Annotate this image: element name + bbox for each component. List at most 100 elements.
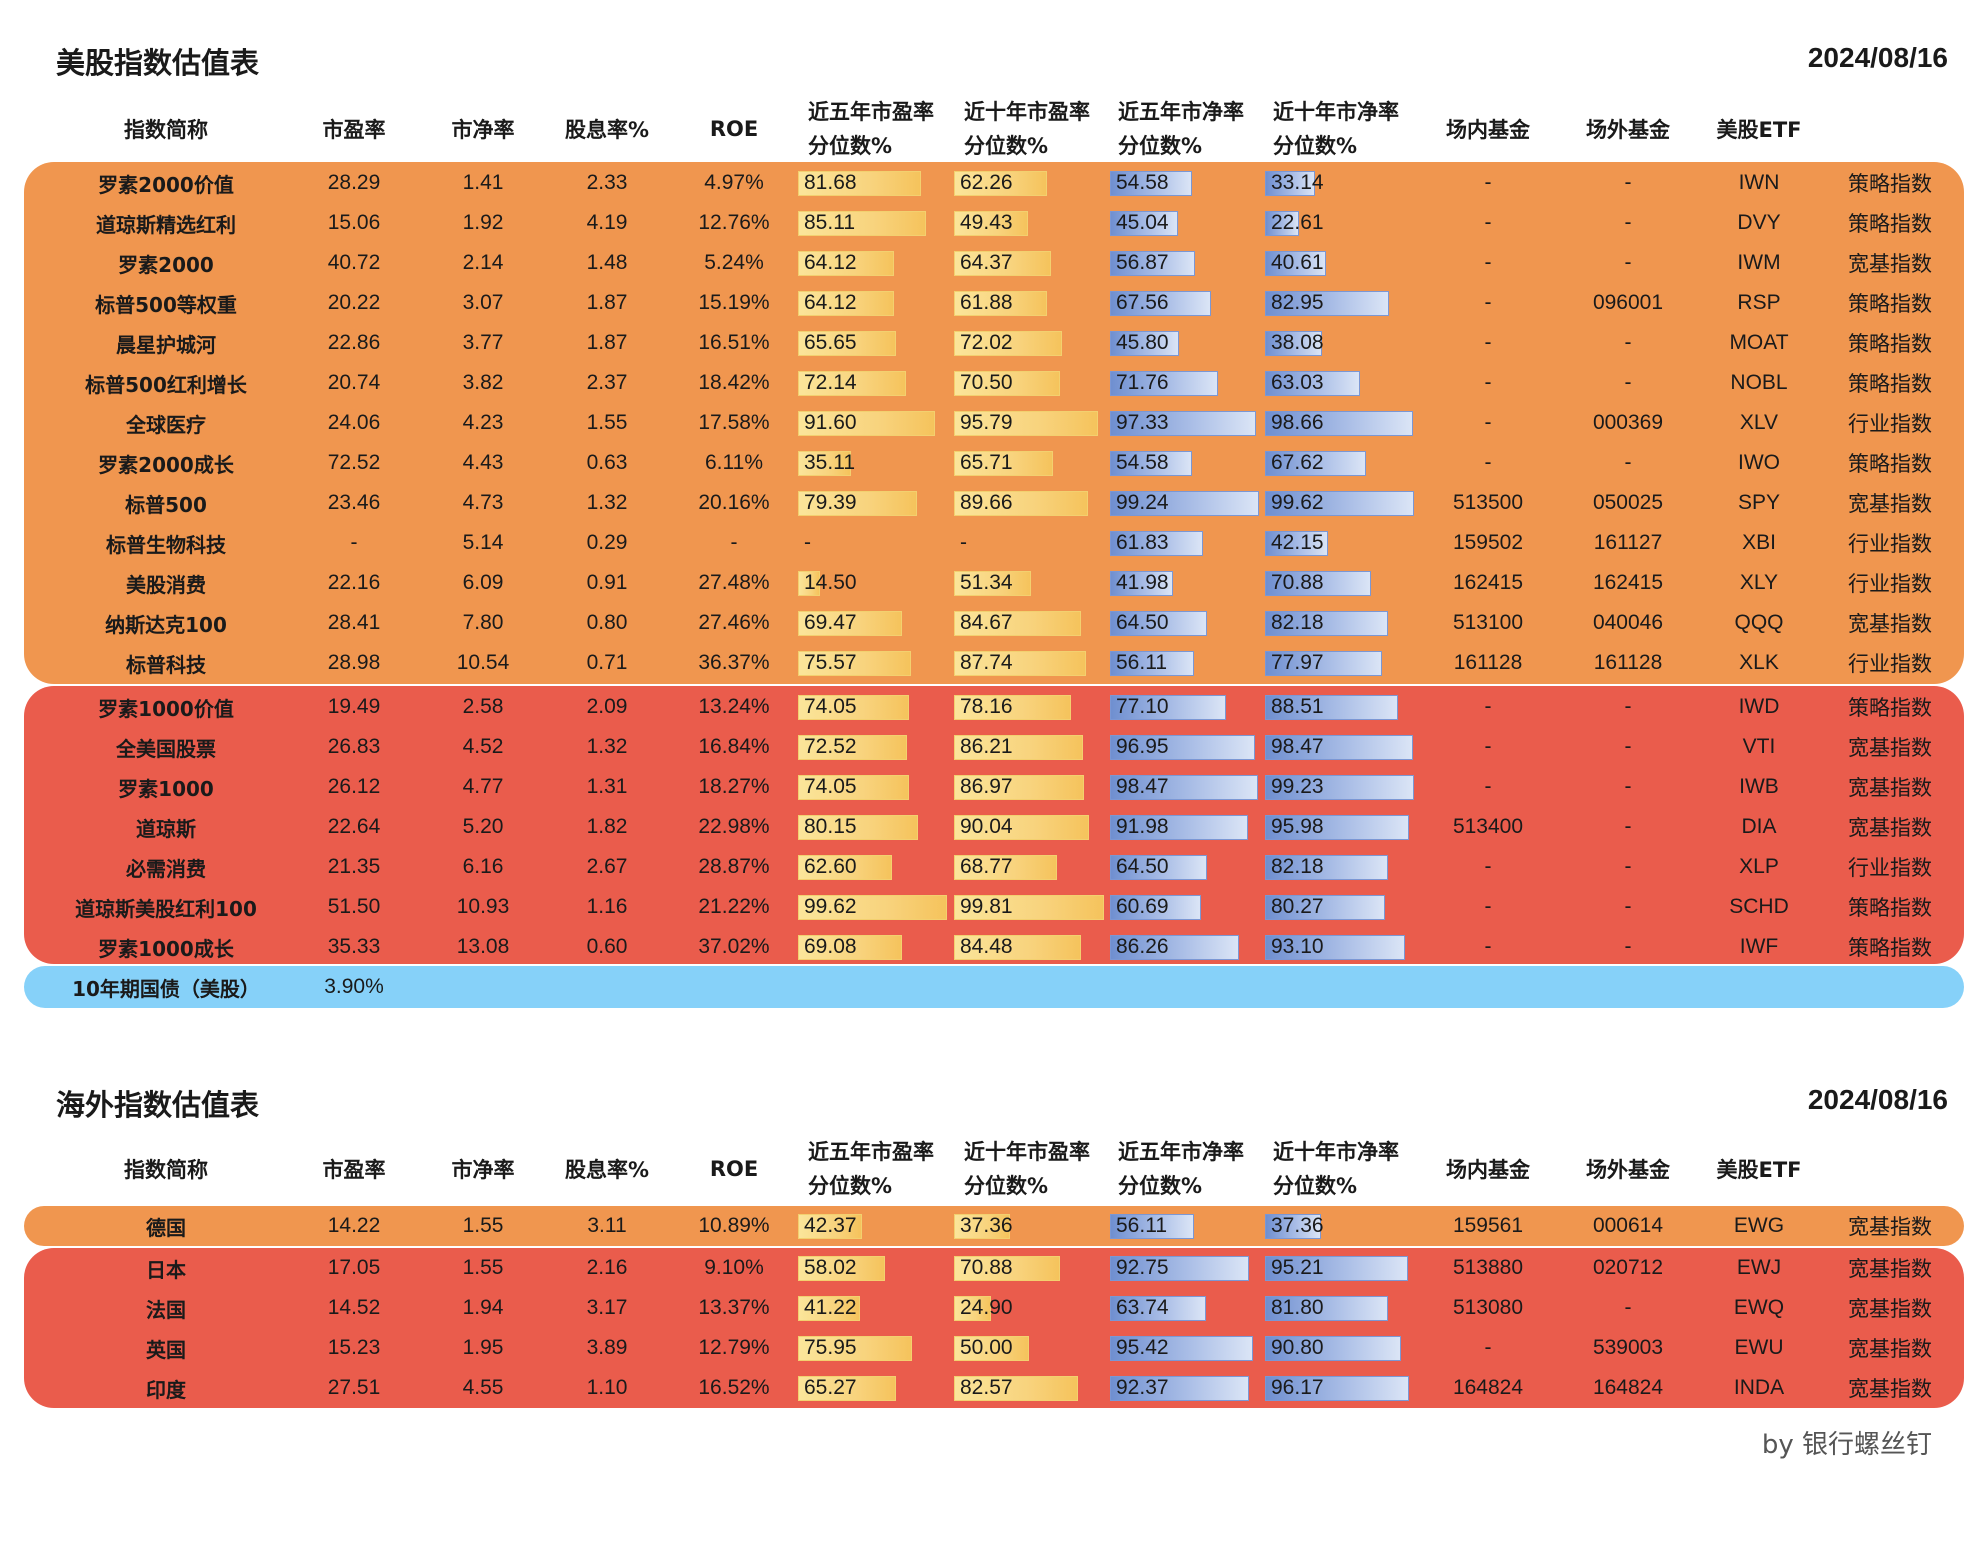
percentile-cell-pb10: 42.15 xyxy=(1265,523,1425,563)
percentile-cell-pb5: 64.50 xyxy=(1110,847,1270,887)
us-header-pb5: 近五年市净率 分位数% xyxy=(1118,94,1268,164)
cell-pb: 1.95 xyxy=(462,1336,504,1359)
percentile-cell-pe5: 79.39 xyxy=(798,483,958,523)
cell-cat: 宽基指数 xyxy=(1848,1338,1932,1361)
overseas-header-pb: 市净率 xyxy=(451,1158,515,1182)
us-bond-row[interactable]: 10年期国债（美股） 3.90% xyxy=(0,967,1988,1007)
percentile-cell-pb10: 90.80 xyxy=(1265,1328,1425,1368)
cell-pb: 2.14 xyxy=(462,251,504,274)
us-row[interactable]: 全球医疗 24.06 4.23 1.55 17.58% 91.60 95.79 97.33 98… xyxy=(0,403,1988,443)
cell-cat: 策略指数 xyxy=(1848,697,1932,720)
us-row[interactable]: 道琼斯精选红利 15.06 1.92 4.19 12.76% 85.11 49.43 45.0… xyxy=(0,203,1988,243)
us-row[interactable]: 标普500等权重 20.22 3.07 1.87 15.19% 64.12 61.88 67.… xyxy=(0,283,1988,323)
cell-onsite: - xyxy=(1484,171,1492,194)
percentile-bar-pb5 xyxy=(1110,1376,1249,1401)
cell-roe: 16.52% xyxy=(698,1376,770,1399)
percentile-bar-pb5 xyxy=(1110,735,1256,760)
header-line-1: 近五年市盈率 xyxy=(808,100,934,124)
overseas-row[interactable]: 英国 15.23 1.95 3.89 12.79% 75.95 50.00 95.42 90.8… xyxy=(0,1328,1988,1368)
overseas-row[interactable]: 日本 17.05 1.55 2.16 9.10% 58.02 70.88 92.75 95.21… xyxy=(0,1248,1988,1288)
overseas-header-row: 指数简称 市盈率 市净率 股息率% ROE 近五年市盈率 分位数% 近十年市盈率 分位数% 近五年… xyxy=(0,1134,1988,1204)
us-row[interactable]: 罗素1000 26.12 4.77 1.31 18.27% 74.05 86.97 98.47… xyxy=(0,767,1988,807)
percentile-cell-pe5: 69.47 xyxy=(798,603,958,643)
percentile-value-pe5: 99.62 xyxy=(804,895,857,918)
percentile-cell-pb10: 95.21 xyxy=(1265,1248,1425,1288)
percentile-bar-pe5 xyxy=(798,1296,860,1321)
percentile-bar-pb5 xyxy=(1110,331,1179,356)
cell-offsite: 164824 xyxy=(1592,1376,1664,1399)
cell-pe: 22.86 xyxy=(327,331,381,354)
us-row[interactable]: 道琼斯 22.64 5.20 1.82 22.98% 80.15 90.04 91.98 95.… xyxy=(0,807,1988,847)
percentile-bar-pb5 xyxy=(1110,171,1192,196)
percentile-value-pb10: 82.18 xyxy=(1271,855,1324,878)
overseas-header-pe: 市盈率 xyxy=(322,1158,386,1182)
percentile-cell-pb5: 91.98 xyxy=(1110,807,1270,847)
cell-etf: IWD xyxy=(1738,695,1780,718)
percentile-value-pe5: 35.11 xyxy=(804,451,855,474)
cell-name: 罗素1000成长 xyxy=(98,936,234,961)
cell-etf: NOBL xyxy=(1730,371,1788,394)
percentile-bar-pb5 xyxy=(1110,895,1202,920)
cell-pb: 1.55 xyxy=(462,1256,504,1279)
us-row[interactable]: 纳斯达克100 28.41 7.80 0.80 27.46% 69.47 84.67 64.5… xyxy=(0,603,1988,643)
percentile-bar-pb5 xyxy=(1110,291,1212,316)
cell-etf: IWN xyxy=(1738,171,1780,194)
cell-pb: 4.52 xyxy=(462,735,504,758)
us-row[interactable]: 标普科技 28.98 10.54 0.71 36.37% 75.57 87.74 56.11 7… xyxy=(0,643,1988,683)
cell-pb: 10.93 xyxy=(456,895,510,918)
cell-cat: 宽基指数 xyxy=(1848,253,1932,276)
percentile-value-pb10: 99.23 xyxy=(1271,775,1324,798)
cell-dy: 1.32 xyxy=(586,735,628,758)
header-label: 近五年市盈率 分位数% xyxy=(808,95,934,163)
percentile-cell-pe10: 51.34 xyxy=(954,563,1114,603)
header-line-2: 分位数% xyxy=(1118,1174,1203,1198)
percentile-bar-pe10 xyxy=(954,935,1081,960)
percentile-bar-pe5 xyxy=(798,815,919,840)
cell-name: 标普500等权重 xyxy=(95,292,237,317)
percentile-value-pe5: 64.12 xyxy=(804,291,857,314)
us-row[interactable]: 标普生物科技 - 5.14 0.29 - - - 61.83 42.15 159502 161127… xyxy=(0,523,1988,563)
percentile-value-pe5: 69.47 xyxy=(804,611,857,634)
percentile-cell-pe10: 62.26 xyxy=(954,163,1114,203)
overseas-row[interactable]: 法国 14.52 1.94 3.17 13.37% 41.22 24.90 63.74 81.8… xyxy=(0,1288,1988,1328)
percentile-value-pe10: 50.00 xyxy=(960,1336,1013,1359)
cell-offsite: 096001 xyxy=(1592,291,1664,314)
percentile-value-pe10: 86.21 xyxy=(960,735,1013,758)
percentile-cell-pe10: 99.81 xyxy=(954,887,1114,927)
us-row[interactable]: 标普500 23.46 4.73 1.32 20.16% 79.39 89.66 99.24 9… xyxy=(0,483,1988,523)
cell-offsite: - xyxy=(1624,695,1632,718)
header-label: 近十年市净率 分位数% xyxy=(1273,95,1399,163)
percentile-cell-pe5: 64.12 xyxy=(798,283,958,323)
overseas-header-pe5: 近五年市盈率 分位数% xyxy=(808,1134,958,1204)
cell-pb: 2.58 xyxy=(462,695,504,718)
cell-pb: 5.14 xyxy=(462,531,504,554)
us-row[interactable]: 晨星护城河 22.86 3.77 1.87 16.51% 65.65 72.02 45.80 3… xyxy=(0,323,1988,363)
us-row[interactable]: 道琼斯美股红利100 51.50 10.93 1.16 21.22% 99.62 99.81… xyxy=(0,887,1988,927)
cell-etf: XLV xyxy=(1739,411,1779,434)
credit: by 银行螺丝钉 xyxy=(1761,1430,1932,1460)
cell-dy: 1.32 xyxy=(586,491,628,514)
percentile-cell-pe10: 86.21 xyxy=(954,727,1114,767)
percentile-cell-pe5: 80.15 xyxy=(798,807,958,847)
us-row[interactable]: 全美国股票 26.83 4.52 1.32 16.84% 72.52 86.21 96.95 9… xyxy=(0,727,1988,767)
overseas-row[interactable]: 德国 14.22 1.55 3.11 10.89% 42.37 37.36 56.11 37.3… xyxy=(0,1206,1988,1246)
percentile-value-pe5: - xyxy=(804,531,811,554)
percentile-cell-pe10: - xyxy=(954,523,1114,563)
us-row[interactable]: 标普500红利增长 20.74 3.82 2.37 18.42% 72.14 70.50 71… xyxy=(0,363,1988,403)
us-row[interactable]: 必需消费 21.35 6.16 2.67 28.87% 62.60 68.77 64.50 82… xyxy=(0,847,1988,887)
us-row[interactable]: 罗素2000成长 72.52 4.43 0.63 6.11% 35.11 65.71 54.5… xyxy=(0,443,1988,483)
percentile-value-pe10: 87.74 xyxy=(960,651,1013,674)
cell-pe: 24.06 xyxy=(327,411,381,434)
cell-pb: 10.54 xyxy=(456,651,510,674)
us-row[interactable]: 美股消费 22.16 6.09 0.91 27.48% 14.50 51.34 41.98 70… xyxy=(0,563,1988,603)
cell-name: 罗素2000成长 xyxy=(98,452,234,477)
cell-pb: 1.55 xyxy=(462,1214,504,1237)
us-row[interactable]: 罗素1000成长 35.33 13.08 0.60 37.02% 69.08 84.48 86… xyxy=(0,927,1988,967)
percentile-cell-pb10: 33.14 xyxy=(1265,163,1425,203)
us-row[interactable]: 罗素2000价值 28.29 1.41 2.33 4.97% 81.68 62.26 54.5… xyxy=(0,163,1988,203)
header-line-1: 近十年市盈率 xyxy=(964,100,1090,124)
overseas-row[interactable]: 印度 27.51 4.55 1.10 16.52% 65.27 82.57 92.37 96.1… xyxy=(0,1368,1988,1408)
percentile-bar-pe10 xyxy=(954,411,1098,436)
us-row[interactable]: 罗素1000价值 19.49 2.58 2.09 13.24% 74.05 78.16 77.… xyxy=(0,687,1988,727)
us-row[interactable]: 罗素2000 40.72 2.14 1.48 5.24% 64.12 64.37 56.87 4… xyxy=(0,243,1988,283)
